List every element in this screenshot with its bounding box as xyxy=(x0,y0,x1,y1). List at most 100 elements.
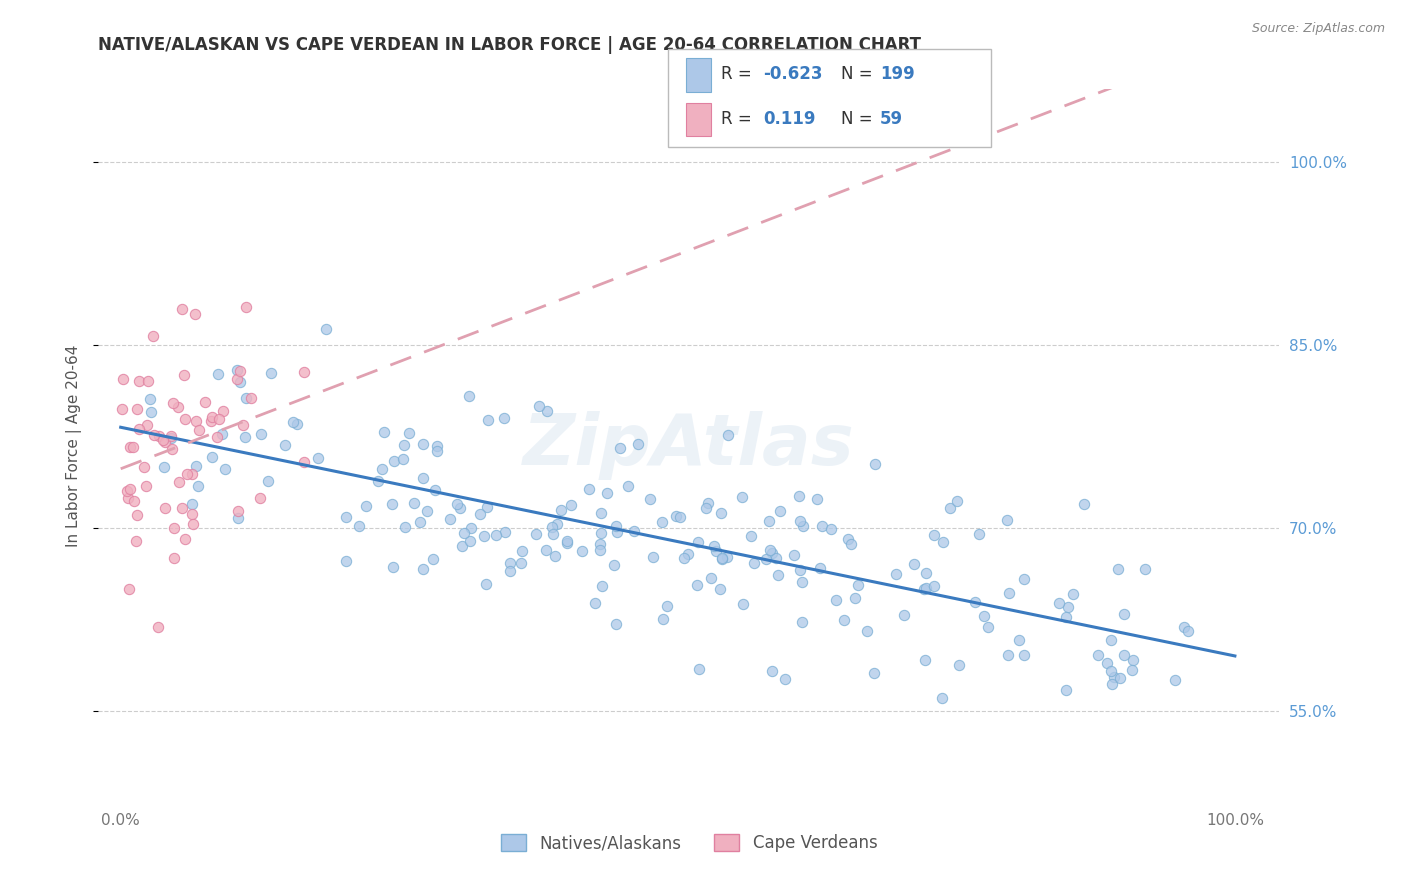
Point xyxy=(121,440,143,454)
Point xyxy=(967,527,990,541)
Point xyxy=(134,460,156,475)
Point xyxy=(765,551,787,566)
Point xyxy=(825,592,848,607)
Point xyxy=(623,524,645,538)
Point xyxy=(256,474,278,488)
Point xyxy=(125,534,148,549)
Point xyxy=(589,543,612,558)
Point xyxy=(606,524,628,539)
Point xyxy=(973,609,995,624)
Point xyxy=(627,437,650,451)
Point xyxy=(769,504,792,518)
Point xyxy=(544,549,567,564)
Point xyxy=(207,412,229,426)
Point xyxy=(1104,670,1126,684)
Point xyxy=(416,504,439,518)
Point xyxy=(686,578,709,592)
Point xyxy=(160,442,183,456)
Point xyxy=(711,552,734,566)
Point xyxy=(172,501,194,516)
Point xyxy=(1112,648,1135,663)
Point xyxy=(915,581,938,595)
Point xyxy=(136,374,159,388)
Point xyxy=(560,499,582,513)
Point xyxy=(162,396,184,410)
Point xyxy=(125,401,148,416)
Point xyxy=(457,389,479,403)
Point xyxy=(820,522,842,536)
Point xyxy=(249,491,271,506)
Text: R =: R = xyxy=(721,65,758,83)
Point xyxy=(201,410,224,425)
Point xyxy=(128,374,150,388)
Point xyxy=(946,494,969,508)
Point xyxy=(546,516,568,531)
Point xyxy=(499,556,522,570)
Point xyxy=(233,429,256,443)
Point xyxy=(205,430,228,444)
Point xyxy=(541,526,564,541)
Point xyxy=(180,467,202,482)
Point xyxy=(697,496,720,510)
Point xyxy=(1112,607,1135,621)
Point xyxy=(790,615,813,630)
Point xyxy=(439,512,461,526)
Point xyxy=(863,458,886,472)
Point xyxy=(373,425,395,439)
Point xyxy=(596,486,619,500)
Point xyxy=(837,532,859,546)
Point xyxy=(494,524,516,539)
Point xyxy=(118,582,141,596)
Point xyxy=(510,557,533,571)
Point xyxy=(1008,632,1031,647)
Point xyxy=(235,391,257,405)
Point xyxy=(446,497,468,511)
Point xyxy=(591,579,613,593)
Point xyxy=(1173,620,1195,634)
Point xyxy=(166,400,188,414)
Point xyxy=(709,582,731,596)
Point xyxy=(914,653,936,667)
Point xyxy=(226,511,249,525)
Text: 199: 199 xyxy=(880,65,915,83)
Text: N =: N = xyxy=(841,65,877,83)
Point xyxy=(142,329,165,343)
Point xyxy=(214,462,236,476)
Text: ZipAtlas: ZipAtlas xyxy=(523,411,855,481)
Legend: Natives/Alaskans, Cape Verdeans: Natives/Alaskans, Cape Verdeans xyxy=(494,827,884,859)
Point xyxy=(1014,648,1036,662)
Point xyxy=(832,613,855,627)
Point xyxy=(426,443,449,458)
Point xyxy=(181,516,204,531)
Point xyxy=(672,551,695,566)
Point xyxy=(226,504,249,518)
Point xyxy=(1087,648,1109,663)
Point xyxy=(347,519,370,533)
Point xyxy=(232,417,254,432)
Point xyxy=(285,417,308,431)
Point xyxy=(1133,561,1156,575)
Point xyxy=(485,527,508,541)
Point xyxy=(422,552,444,566)
Point xyxy=(228,364,250,378)
Point xyxy=(922,579,945,593)
Point xyxy=(458,533,481,548)
Point xyxy=(605,519,627,533)
Point xyxy=(142,428,165,442)
Point xyxy=(472,529,495,543)
Point xyxy=(638,491,661,506)
Point xyxy=(115,483,138,498)
Point xyxy=(1047,596,1070,610)
Point xyxy=(163,521,186,535)
Point xyxy=(578,482,600,496)
Point xyxy=(710,506,733,520)
Text: R =: R = xyxy=(721,110,758,128)
Point xyxy=(381,560,404,574)
Point xyxy=(167,475,190,489)
Point xyxy=(998,585,1021,599)
Point xyxy=(492,411,515,425)
Point xyxy=(148,620,170,634)
Point xyxy=(884,566,907,581)
Point xyxy=(451,539,474,553)
Point xyxy=(184,459,207,474)
